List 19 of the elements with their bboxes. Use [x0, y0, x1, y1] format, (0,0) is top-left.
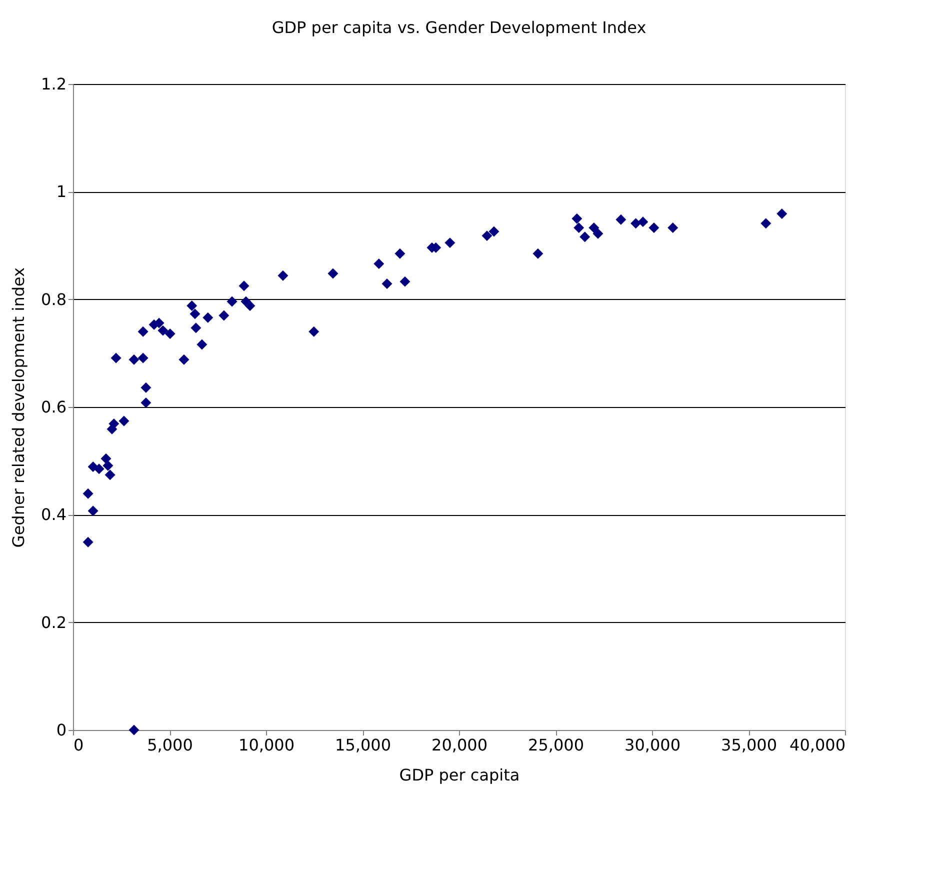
x-axis-title: GDP per capita [399, 766, 520, 784]
chart-title: GDP per capita vs. Gender Development Index [272, 18, 646, 37]
y-tick-label: 0 [56, 720, 66, 740]
x-tick-label: 35,000 [721, 736, 777, 754]
x-tick-label: 30,000 [624, 736, 680, 754]
x-tick-label: 10,000 [238, 736, 294, 754]
y-tick-label: 1 [56, 182, 66, 202]
x-tick-label: 5,000 [147, 736, 193, 754]
x-tick-label: 25,000 [528, 736, 584, 754]
y-tick-label: 1.2 [41, 74, 66, 94]
x-tick-label: 40,000 [790, 736, 846, 754]
x-tick-label: 0 [74, 736, 84, 754]
y-tick-label: 0.8 [41, 290, 66, 309]
y-tick-label: 0.4 [41, 505, 66, 524]
y-axis-title: Gedner related development index [9, 267, 28, 548]
x-tick-label: 20,000 [432, 736, 488, 754]
y-tick-label: 0.6 [41, 398, 66, 416]
y-tick-label: 0.2 [41, 612, 66, 632]
x-tick-label: 15,000 [335, 736, 391, 754]
